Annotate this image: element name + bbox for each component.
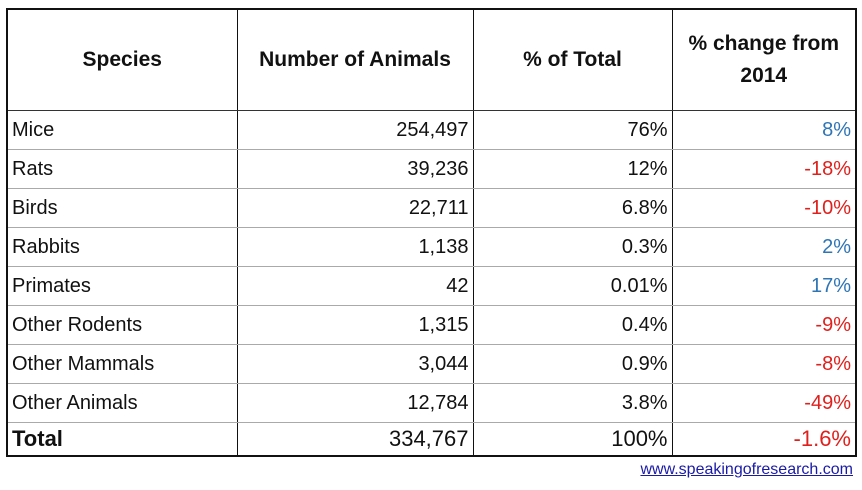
table-row: Other Rodents 1,315 0.4% -9% xyxy=(6,305,857,345)
change-cell: -1.6% xyxy=(671,422,857,457)
percent-cell: 0.4% xyxy=(472,305,673,345)
change-cell: -18% xyxy=(671,149,857,189)
percent-cell: 0.3% xyxy=(472,227,673,267)
change-cell: 8% xyxy=(671,110,857,150)
number-cell: 254,497 xyxy=(236,110,474,150)
percent-cell: 3.8% xyxy=(472,383,673,423)
number-cell: 39,236 xyxy=(236,149,474,189)
header-row: Species Number of Animals % of Total % c… xyxy=(6,9,857,111)
percent-cell: 0.9% xyxy=(472,344,673,384)
header-species: Species xyxy=(6,9,238,111)
species-cell: Other Animals xyxy=(6,383,238,423)
species-cell: Total xyxy=(6,422,238,457)
footer-link[interactable]: www.speakingofresearch.com xyxy=(640,461,853,478)
species-cell: Other Rodents xyxy=(6,305,238,345)
table-row: Mice 254,497 76% 8% xyxy=(6,110,857,150)
header-number: Number of Animals xyxy=(236,9,474,111)
table-row: Other Mammals 3,044 0.9% -8% xyxy=(6,344,857,384)
table-row: Primates 42 0.01% 17% xyxy=(6,266,857,306)
table-row: Birds 22,711 6.8% -10% xyxy=(6,188,857,228)
change-cell: 2% xyxy=(671,227,857,267)
number-cell: 1,315 xyxy=(236,305,474,345)
species-cell: Rabbits xyxy=(6,227,238,267)
species-cell: Rats xyxy=(6,149,238,189)
percent-cell: 6.8% xyxy=(472,188,673,228)
percent-cell: 0.01% xyxy=(472,266,673,306)
change-cell: 17% xyxy=(671,266,857,306)
species-cell: Mice xyxy=(6,110,238,150)
change-cell: -49% xyxy=(671,383,857,423)
change-cell: -10% xyxy=(671,188,857,228)
species-cell: Other Mammals xyxy=(6,344,238,384)
table-row: Rabbits 1,138 0.3% 2% xyxy=(6,227,857,267)
species-cell: Primates xyxy=(6,266,238,306)
change-cell: -8% xyxy=(671,344,857,384)
species-cell: Birds xyxy=(6,188,238,228)
table-row: Rats 39,236 12% -18% xyxy=(6,149,857,189)
number-cell: 12,784 xyxy=(236,383,474,423)
number-cell: 1,138 xyxy=(236,227,474,267)
number-cell: 22,711 xyxy=(236,188,474,228)
change-cell: -9% xyxy=(671,305,857,345)
header-change: % change from 2014 xyxy=(671,9,857,111)
number-cell: 3,044 xyxy=(236,344,474,384)
percent-cell: 12% xyxy=(472,149,673,189)
percent-cell: 100% xyxy=(472,422,673,457)
percent-cell: 76% xyxy=(472,110,673,150)
total-row: Total 334,767 100% -1.6% xyxy=(6,422,857,457)
table-row: Other Animals 12,784 3.8% -49% xyxy=(6,383,857,423)
number-cell: 334,767 xyxy=(236,422,474,457)
header-percent: % of Total xyxy=(472,9,673,111)
animal-statistics-table: Species Number of Animals % of Total % c… xyxy=(6,8,857,457)
number-cell: 42 xyxy=(236,266,474,306)
